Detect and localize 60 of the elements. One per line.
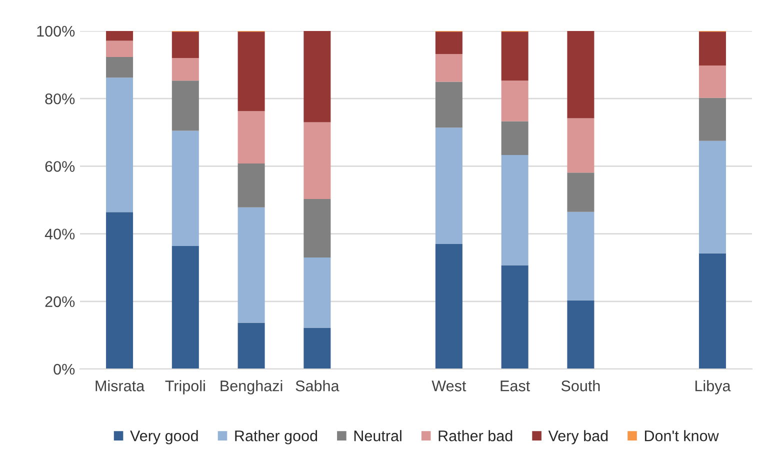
bar [698, 98, 726, 141]
legend-label: Neutral [354, 430, 402, 442]
bar [106, 78, 134, 212]
bar [501, 265, 528, 369]
bar [106, 57, 134, 78]
y-tick-label: 0% [54, 364, 75, 375]
bar [567, 118, 594, 173]
bar [238, 32, 265, 112]
bar [698, 32, 726, 66]
bar [501, 80, 528, 122]
x-tick-label: Benghazi [220, 380, 282, 394]
legend-label: Don't know [644, 430, 719, 442]
bar [172, 130, 199, 246]
x-tick-label: East [500, 380, 530, 392]
y-tick-label: 20% [45, 296, 75, 308]
bar [238, 111, 265, 164]
x-tick-label: Misrata [96, 380, 145, 392]
x-tick-label: South [561, 380, 600, 392]
bar [172, 246, 199, 369]
bar [435, 244, 462, 369]
x-tick-label: Tripoli [165, 380, 205, 394]
x-tick-label: West [432, 380, 466, 392]
bar [501, 121, 528, 156]
legend-label: Rather bad [438, 430, 512, 442]
bar [435, 54, 462, 82]
bar [172, 80, 199, 131]
x-tick-label: Sabha [296, 380, 340, 392]
bar [698, 253, 726, 369]
bar [435, 82, 462, 128]
bar [501, 32, 528, 81]
bar [567, 31, 594, 118]
bar [106, 31, 134, 41]
legend-label: Very good [130, 430, 198, 444]
y-tick-label: 60% [45, 161, 75, 172]
bar [304, 122, 331, 199]
bar [304, 31, 331, 122]
x-tick-label: Libya [695, 380, 731, 394]
bar [435, 128, 462, 244]
bar [435, 32, 462, 54]
bar [238, 322, 265, 369]
legend-label: Very bad [548, 430, 608, 444]
bar [238, 163, 265, 208]
bar [567, 212, 594, 300]
bar [698, 140, 726, 254]
bar [172, 32, 199, 58]
bar [304, 328, 331, 369]
bar [238, 207, 265, 323]
bar [501, 155, 528, 266]
bar [698, 65, 726, 98]
y-tick-label: 100% [37, 26, 75, 37]
bar [567, 172, 594, 212]
y-tick-label: 80% [45, 93, 75, 104]
bar [304, 198, 331, 258]
bar [172, 58, 199, 81]
bar [106, 212, 134, 369]
legend-label: Rather good [235, 430, 318, 444]
bar [106, 40, 134, 58]
bar [304, 257, 331, 328]
bar [567, 300, 594, 369]
y-tick-label: 40% [44, 228, 75, 240]
